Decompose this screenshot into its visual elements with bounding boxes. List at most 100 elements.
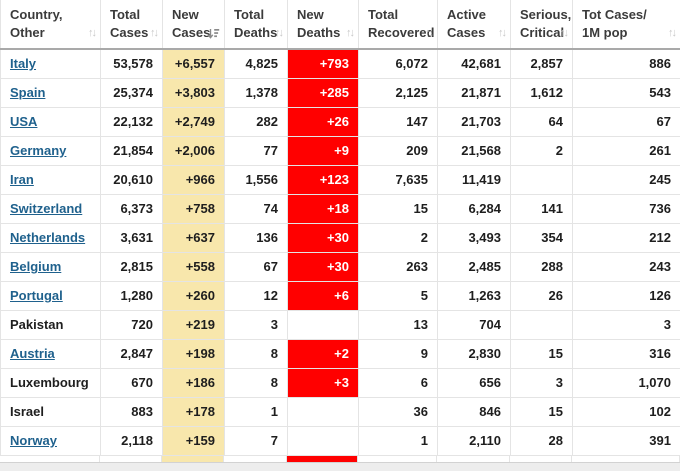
cell-total-cases: 3,631 xyxy=(101,223,163,252)
cell-total-recovered: 263 xyxy=(359,252,438,281)
cell-active-cases: 2,485 xyxy=(438,252,511,281)
sort-icon[interactable]: ↑↓ xyxy=(560,28,567,39)
cell-tot-cases-1m: 102 xyxy=(573,397,680,426)
cell-tot-cases-1m: 736 xyxy=(573,194,680,223)
cell-total-recovered: 147 xyxy=(359,107,438,136)
cell-active-cases: 6,284 xyxy=(438,194,511,223)
cell-total-deaths: 74 xyxy=(225,194,288,223)
cell-country: Switzerland xyxy=(1,194,101,223)
cell-active-cases: 704 xyxy=(438,310,511,339)
cell-new-deaths: +123 xyxy=(288,165,359,194)
sort-icon[interactable]: ↑↓ xyxy=(88,28,95,39)
cell-total-recovered: 15 xyxy=(359,194,438,223)
sort-icon[interactable]: ↑↓ xyxy=(498,28,505,39)
column-header-serious-critical[interactable]: Serious,Critical↑↓ xyxy=(511,0,573,49)
cell-tot-cases-1m: 261 xyxy=(573,136,680,165)
cell-country: Spain xyxy=(1,78,101,107)
column-header-label: Deaths xyxy=(234,24,270,42)
cell-total-recovered: 1 xyxy=(359,426,438,455)
partial-cell-total-cases xyxy=(100,456,162,462)
cell-total-cases: 21,854 xyxy=(101,136,163,165)
partial-cell-active-cases xyxy=(437,456,510,462)
column-header-label: Other xyxy=(10,24,83,42)
cell-new-cases: +2,749 xyxy=(163,107,225,136)
sort-icon[interactable]: ↑↓ xyxy=(346,28,353,39)
cell-tot-cases-1m: 3 xyxy=(573,310,680,339)
sort-descending-icon[interactable] xyxy=(207,28,220,40)
sort-icon[interactable]: ↑↓ xyxy=(150,28,157,39)
country-link[interactable]: Italy xyxy=(10,56,36,71)
country-link[interactable]: Norway xyxy=(10,433,57,448)
cell-serious-critical: 2 xyxy=(511,136,573,165)
cell-serious-critical: 26 xyxy=(511,281,573,310)
cell-serious-critical xyxy=(511,310,573,339)
column-header-tot-cases-1m[interactable]: Tot Cases/1M pop↑↓ xyxy=(573,0,680,49)
cell-country: Portugal xyxy=(1,281,101,310)
cell-total-cases: 2,118 xyxy=(101,426,163,455)
cell-new-cases: +558 xyxy=(163,252,225,281)
cell-total-deaths: 8 xyxy=(225,368,288,397)
cell-total-recovered: 6,072 xyxy=(359,49,438,78)
country-link[interactable]: Spain xyxy=(10,85,45,100)
partial-cell-new-deaths xyxy=(287,456,358,462)
country-label: Luxembourg xyxy=(10,375,89,390)
country-link[interactable]: Iran xyxy=(10,172,34,187)
column-header-label: Serious, xyxy=(520,6,555,24)
column-header-label: Recovered xyxy=(368,24,420,42)
column-header-label: Active xyxy=(447,6,493,24)
cell-total-deaths: 67 xyxy=(225,252,288,281)
cell-total-deaths: 1,378 xyxy=(225,78,288,107)
cell-total-cases: 720 xyxy=(101,310,163,339)
cell-new-deaths: +9 xyxy=(288,136,359,165)
country-link[interactable]: Austria xyxy=(10,346,55,361)
page-background-strip xyxy=(0,462,680,471)
partial-cell-total-recovered xyxy=(358,456,437,462)
cell-total-deaths: 3 xyxy=(225,310,288,339)
partial-cell-total-deaths xyxy=(224,456,287,462)
cell-serious-critical xyxy=(511,165,573,194)
sort-icon[interactable]: ↑↓ xyxy=(668,28,675,39)
country-link[interactable]: Belgium xyxy=(10,259,61,274)
cell-total-deaths: 136 xyxy=(225,223,288,252)
column-header-country[interactable]: Country,Other ↑↓ xyxy=(1,0,101,49)
cell-new-deaths: +30 xyxy=(288,223,359,252)
cell-tot-cases-1m: 391 xyxy=(573,426,680,455)
cell-new-deaths xyxy=(288,397,359,426)
sort-icon[interactable]: ↑↓ xyxy=(275,28,282,39)
country-link[interactable]: Netherlands xyxy=(10,230,85,245)
country-link[interactable]: USA xyxy=(10,114,37,129)
cell-active-cases: 42,681 xyxy=(438,49,511,78)
cell-total-cases: 2,847 xyxy=(101,339,163,368)
country-link[interactable]: Germany xyxy=(10,143,66,158)
column-header-label: Country, xyxy=(10,6,83,24)
cell-new-cases: +966 xyxy=(163,165,225,194)
cell-country: Norway xyxy=(1,426,101,455)
country-link[interactable]: Portugal xyxy=(10,288,63,303)
cell-new-cases: +2,006 xyxy=(163,136,225,165)
cell-active-cases: 2,830 xyxy=(438,339,511,368)
cell-new-deaths xyxy=(288,310,359,339)
cell-new-deaths: +30 xyxy=(288,252,359,281)
cell-country: Belgium xyxy=(1,252,101,281)
cell-new-deaths: +2 xyxy=(288,339,359,368)
cell-total-cases: 6,373 xyxy=(101,194,163,223)
country-link[interactable]: Switzerland xyxy=(10,201,82,216)
sort-icon[interactable]: ↑↓ xyxy=(425,28,432,39)
cell-country: USA xyxy=(1,107,101,136)
cell-total-deaths: 4,825 xyxy=(225,49,288,78)
cell-total-recovered: 13 xyxy=(359,310,438,339)
